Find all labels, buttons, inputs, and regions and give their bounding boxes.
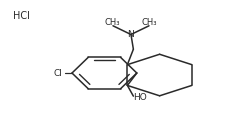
Text: HCl: HCl [13, 11, 30, 21]
Text: HO: HO [133, 93, 147, 102]
Text: CH₃: CH₃ [142, 18, 157, 27]
Text: N: N [128, 30, 134, 39]
Text: CH₃: CH₃ [105, 18, 120, 27]
Text: Cl: Cl [54, 68, 62, 78]
